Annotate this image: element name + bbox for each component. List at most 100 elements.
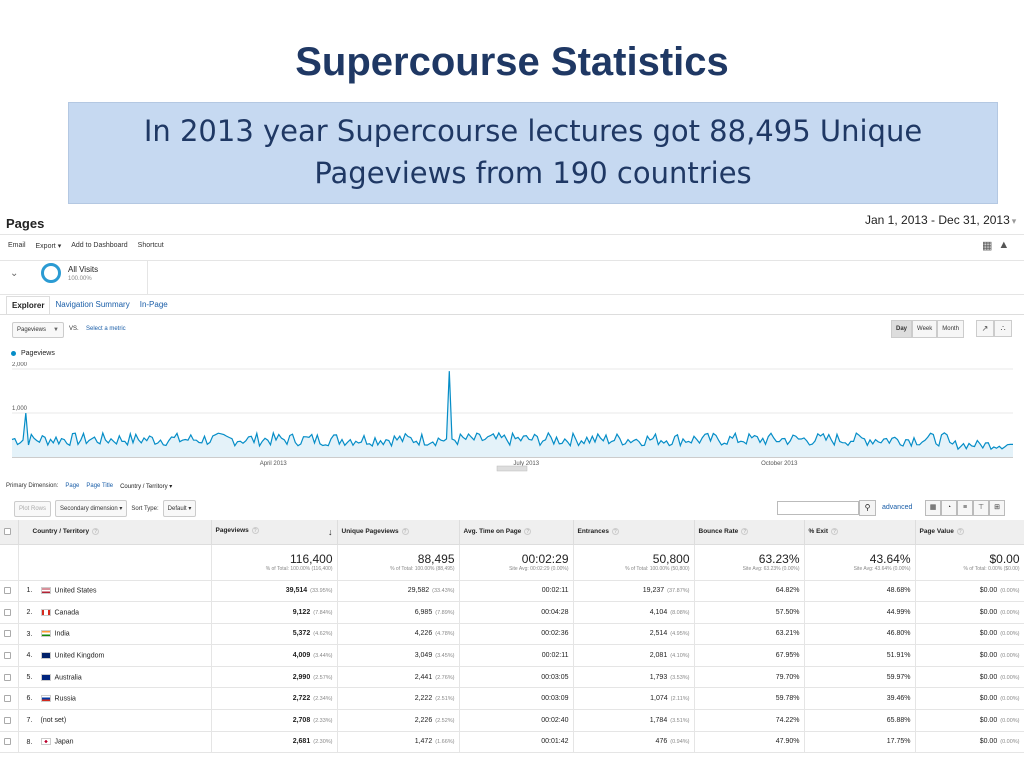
secondary-dimension-dropdown[interactable]: Secondary dimension ▾ <box>55 500 128 517</box>
unique-pageviews-cell: 29,582 (33.43%) <box>337 580 460 603</box>
search-icon[interactable]: ⚲ <box>859 500 876 516</box>
callout-line-1: In 2013 year Supercourse lectures got 88… <box>143 114 923 148</box>
segment-name[interactable]: All Visits <box>68 265 99 274</box>
avg-time-cell: 00:03:05 <box>459 666 574 689</box>
pie-view-icon[interactable]: ◔ <box>941 500 957 516</box>
col-unique-pageviews[interactable]: Unique Pageviews? <box>337 520 460 545</box>
comparison-view-icon[interactable]: ⊤ <box>973 500 989 516</box>
chart-type-toggle: ↗ ∴ <box>976 320 1012 337</box>
pivot-view-icon[interactable]: ⊞ <box>989 500 1005 516</box>
date-range-picker[interactable]: Jan 1, 2013 - Dec 31, 2013 ▾ <box>862 211 1019 229</box>
exit-cell: 48.68% <box>804 580 916 603</box>
tab-navigation-summary[interactable]: Navigation Summary <box>55 300 130 309</box>
country-cell[interactable]: 8. Japan <box>18 731 212 754</box>
country-cell[interactable]: 1. United States <box>18 580 212 603</box>
table-row[interactable]: 5. Australia 2,990 (2.57%) 2,441 (2.76%) 00… <box>0 666 1024 689</box>
country-cell[interactable]: 5. Australia <box>18 666 212 689</box>
add-to-dashboard-button[interactable]: Add to Dashboard <box>71 242 128 249</box>
total-cell: 88,495% of Total: 100.00% (88,495) <box>337 544 460 581</box>
row-checkbox[interactable] <box>0 623 19 646</box>
week-button[interactable]: Week <box>912 320 938 338</box>
exit-cell: 44.99% <box>804 601 916 624</box>
email-button[interactable]: Email <box>8 242 26 249</box>
bounce-rate-cell: 74.22% <box>694 709 805 732</box>
select-all-checkbox[interactable] <box>0 520 19 545</box>
table-controls: Plot Rows Secondary dimension ▾ Sort Typ… <box>14 500 197 517</box>
data-table-view-icon[interactable]: ▦ <box>925 500 941 516</box>
country-cell[interactable]: 4. United Kingdom <box>18 644 212 667</box>
tab-in-page[interactable]: In-Page <box>139 300 168 309</box>
table-row[interactable]: 1. United States 39,514 (33.95%) 29,582 (33… <box>0 580 1024 603</box>
dimension-country[interactable]: Country / Territory ▾ <box>120 484 173 490</box>
sort-type-dropdown[interactable]: Default ▾ <box>162 500 197 517</box>
row-checkbox[interactable] <box>0 666 19 689</box>
col-exit[interactable]: % Exit? <box>804 520 916 545</box>
y-tick-label: 1,000 <box>12 406 28 412</box>
country-cell[interactable]: 7. (not set) <box>18 709 212 732</box>
country-cell[interactable]: 3. India <box>18 623 212 646</box>
table-row[interactable]: 4. United Kingdom 4,009 (3.44%) 3,049 (3.45… <box>0 644 1024 667</box>
table-row[interactable]: 2. Canada 9,122 (7.84%) 6,985 (7.89%) 00:04… <box>0 601 1024 624</box>
table-row[interactable]: 3. India 5,372 (4.62%) 4,226 (4.78%) 00:02:… <box>0 623 1024 646</box>
table-search-input[interactable] <box>777 501 859 515</box>
plot-rows-button[interactable]: Plot Rows <box>14 500 52 517</box>
month-button[interactable]: Month <box>937 320 964 338</box>
row-checkbox[interactable] <box>0 687 19 711</box>
total-cell: 43.64% Site Avg: 43.64% (0.00%) <box>804 544 916 581</box>
select-metric-link[interactable]: Select a metric <box>86 326 126 332</box>
pageviews-cell: 5,372 (4.62%) <box>211 623 338 646</box>
total-cell: 00:02:29 Site Avg: 00:02:29 (0.00%) <box>459 544 574 581</box>
country-cell[interactable]: 2. Canada <box>18 601 212 624</box>
tab-explorer[interactable]: Explorer <box>6 296 51 315</box>
page-value-cell: $0.00 (0.00%) <box>915 666 1024 689</box>
exit-cell: 51.91% <box>804 644 916 667</box>
country-link: Russia <box>54 695 76 703</box>
exit-cell: 65.88% <box>804 709 916 732</box>
metric-dropdown[interactable]: Pageviews ▼ <box>12 322 64 338</box>
toolbar-icons: ▦ ▲ <box>982 239 1009 252</box>
row-checkbox[interactable] <box>0 644 19 667</box>
pageviews-chart: 2,000 1,000 April 2013 July 2013 October 201… <box>11 362 1013 472</box>
row-checkbox[interactable] <box>0 580 19 603</box>
row-checkbox[interactable] <box>0 709 19 732</box>
row-checkbox[interactable] <box>0 731 19 754</box>
dimension-page-title[interactable]: Page Title <box>86 483 114 489</box>
table-view-toggle: ▦ ◔ ≡ ⊤ ⊞ <box>925 500 1005 516</box>
chart-scroll-handle[interactable] <box>496 465 528 472</box>
grid-icon[interactable]: ▦ <box>982 240 993 252</box>
flag-ca-icon <box>40 608 51 616</box>
day-button[interactable]: Day <box>891 320 913 338</box>
page-value-cell: $0.00 (0.00%) <box>915 623 1024 646</box>
country-cell[interactable]: 6. Russia <box>18 687 212 711</box>
shortcut-button[interactable]: Shortcut <box>137 242 164 249</box>
dimension-page[interactable]: Page <box>65 483 80 489</box>
chevron-down-icon: ▼ <box>53 327 59 333</box>
col-bounce-rate[interactable]: Bounce Rate? <box>694 520 805 545</box>
advanced-filter-link[interactable]: advanced <box>882 504 913 511</box>
divider <box>147 260 148 294</box>
avg-time-cell: 00:02:36 <box>459 623 574 646</box>
col-country[interactable]: Country / Territory? <box>18 520 212 545</box>
motion-chart-icon[interactable]: ∴ <box>994 320 1012 337</box>
table-row[interactable]: 6. Russia 2,722 (2.34%) 2,222 (2.51%) 00:03… <box>0 687 1024 711</box>
export-button[interactable]: Export ▾ <box>35 243 62 250</box>
line-chart-icon[interactable]: ↗ <box>976 320 994 337</box>
table-row[interactable]: 8. Japan 2,681 (2.30%) 1,472 (1.66%) 00:01:… <box>0 731 1024 754</box>
col-entrances[interactable]: Entrances? <box>573 520 695 545</box>
country-link: Japan <box>54 738 74 746</box>
performance-view-icon[interactable]: ≡ <box>957 500 973 516</box>
graduation-cap-icon[interactable]: ▲ <box>998 239 1010 251</box>
col-page-value[interactable]: Page Value? <box>915 520 1024 545</box>
exit-cell: 46.80% <box>804 623 916 646</box>
table-row[interactable]: 7. (not set) 2,708 (2.33%) 2,226 (2.52%) 00… <box>0 709 1024 732</box>
bounce-rate-cell: 59.78% <box>694 687 805 711</box>
country-link: United Kingdom <box>54 652 105 660</box>
primary-dimension-bar: Primary Dimension: Page Page Title Count… <box>6 483 172 490</box>
unique-pageviews-cell: 2,222 (2.51%) <box>337 687 460 711</box>
col-avg-time[interactable]: Avg. Time on Page? <box>459 520 574 545</box>
chevron-down-icon[interactable]: ⌄ <box>10 268 19 279</box>
page-value-cell: $0.00 (0.00%) <box>915 644 1024 667</box>
row-checkbox[interactable] <box>0 601 19 624</box>
pageviews-cell: 2,681 (2.30%) <box>211 731 338 754</box>
col-pageviews[interactable]: Pageviews? ↓ <box>211 520 338 545</box>
